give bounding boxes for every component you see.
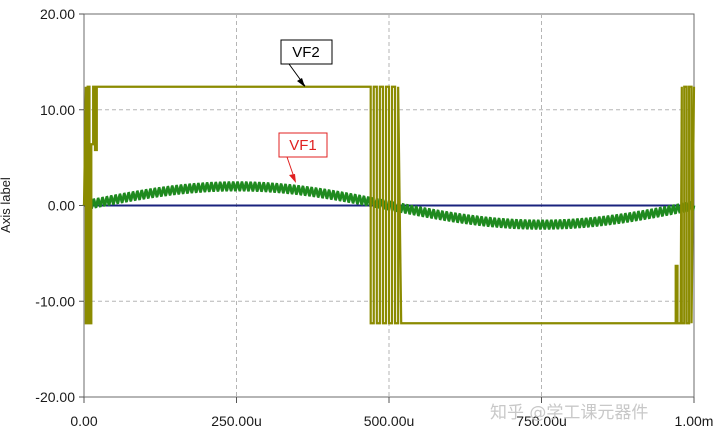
- series-layer: [82, 85, 696, 325]
- watermark: 知乎 @学工课元器件: [490, 403, 648, 423]
- y-tick-label: -20.00: [35, 389, 75, 405]
- y-axis-ticks: 20.00 10.00 0.00 -10.00 -20.00: [35, 6, 84, 405]
- y-tick-label: 0.00: [48, 198, 75, 214]
- x-tick-label: 1.00m: [675, 413, 714, 429]
- callout-vf1-label: VF1: [289, 137, 317, 154]
- callout-vf2-box: [280, 39, 333, 65]
- callout-vf1-arrowhead: [289, 174, 296, 183]
- x-tick-label: 0.00: [70, 413, 97, 429]
- y-axis-label: Axis label: [0, 177, 13, 233]
- y-tick-label: -10.00: [35, 293, 75, 309]
- x-tick-label: 250.00u: [211, 413, 262, 429]
- callout-vf1-box: [278, 132, 328, 158]
- callout-vf2: VF2: [280, 39, 333, 87]
- y-tick-label: 10.00: [40, 102, 75, 118]
- y-tick-label: 20.00: [40, 6, 75, 22]
- series-vf2-line: [82, 85, 696, 325]
- x-axis-ticks: 0.00 250.00u 500.00u 750.00u 1.00m: [70, 397, 713, 429]
- callout-vf2-arrowhead: [297, 78, 305, 87]
- callout-vf1: VF1: [278, 132, 328, 183]
- callout-vf2-label: VF2: [292, 44, 320, 61]
- x-tick-label: 750.00u: [516, 413, 567, 429]
- x-tick-label: 500.00u: [364, 413, 415, 429]
